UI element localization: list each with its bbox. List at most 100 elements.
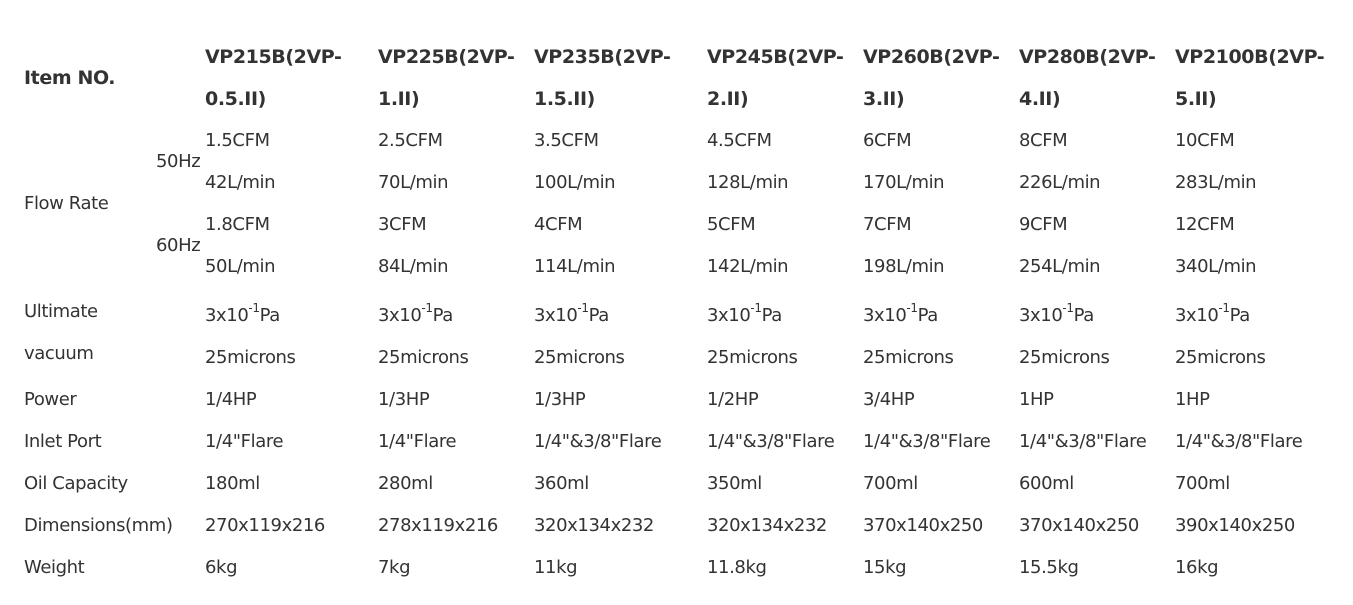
sublabel-60hz: 60Hz bbox=[156, 235, 201, 256]
vacuum-pa-part: -1 bbox=[577, 301, 589, 315]
spec-cell: 390x140x250 bbox=[1175, 515, 1295, 536]
spec-cell: 3/4HP bbox=[863, 389, 915, 410]
vacuum-microns-cell: 25microns bbox=[378, 347, 469, 368]
spec-cell: 360ml bbox=[534, 473, 589, 494]
vacuum-pa-part: 3x10 bbox=[378, 305, 422, 326]
spec-cell: 1HP bbox=[1019, 389, 1054, 410]
spec-cell: 278x119x216 bbox=[378, 515, 498, 536]
spec-cell: 15kg bbox=[863, 557, 907, 578]
flow-lmin-cell: 84L/min bbox=[378, 256, 449, 277]
spec-cell: 700ml bbox=[1175, 473, 1230, 494]
spec-cell: 1/4"&3/8"Flare bbox=[707, 431, 835, 452]
vacuum-pa-part: 3x10 bbox=[1175, 305, 1219, 326]
row-label-ultimate: Ultimate bbox=[24, 301, 98, 322]
spec-cell: 1HP bbox=[1175, 389, 1210, 410]
spec-cell: 1/3HP bbox=[534, 389, 586, 410]
vacuum-pa-part: 3x10 bbox=[205, 305, 249, 326]
flow-lmin-cell: 114L/min bbox=[534, 256, 616, 277]
vacuum-pa-part: Pa bbox=[259, 305, 281, 326]
vacuum-microns-cell: 25microns bbox=[1175, 347, 1266, 368]
header-item-no: Item NO. bbox=[24, 67, 116, 89]
flow-lmin-cell: 198L/min bbox=[863, 256, 945, 277]
flow-lmin-cell: 50L/min bbox=[205, 256, 276, 277]
row-label: Power bbox=[24, 389, 77, 410]
spec-cell: 11kg bbox=[534, 557, 578, 578]
vacuum-pa-part: Pa bbox=[1229, 305, 1251, 326]
model-name-line2: 4.II) bbox=[1019, 88, 1061, 110]
flow-lmin-cell: 100L/min bbox=[534, 172, 616, 193]
vacuum-pa-cell: 3x10-1Pa bbox=[534, 302, 610, 327]
model-name-line2: 5.II) bbox=[1175, 88, 1217, 110]
vacuum-pa-cell: 3x10-1Pa bbox=[863, 302, 939, 327]
model-name-line1: VP235B(2VP- bbox=[534, 46, 671, 68]
flow-lmin-cell: 70L/min bbox=[378, 172, 449, 193]
spec-cell: 15.5kg bbox=[1019, 557, 1079, 578]
flow-cfm-cell: 2.5CFM bbox=[378, 130, 443, 151]
spec-cell: 350ml bbox=[707, 473, 762, 494]
vacuum-pa-part: Pa bbox=[432, 305, 454, 326]
spec-cell: 280ml bbox=[378, 473, 433, 494]
flow-lmin-cell: 254L/min bbox=[1019, 256, 1101, 277]
vacuum-pa-part: -1 bbox=[906, 301, 918, 315]
row-label: Oil Capacity bbox=[24, 473, 128, 494]
spec-cell: 6kg bbox=[205, 557, 238, 578]
flow-lmin-cell: 340L/min bbox=[1175, 256, 1257, 277]
spec-cell: 1/4"Flare bbox=[205, 431, 284, 452]
vacuum-microns-cell: 25microns bbox=[863, 347, 954, 368]
vacuum-pa-part: Pa bbox=[761, 305, 783, 326]
row-label-flow-rate: Flow Rate bbox=[24, 193, 109, 214]
vacuum-microns-cell: 25microns bbox=[1019, 347, 1110, 368]
flow-cfm-cell: 6CFM bbox=[863, 130, 912, 151]
flow-cfm-cell: 4.5CFM bbox=[707, 130, 772, 151]
row-label-vacuum: vacuum bbox=[24, 343, 94, 364]
spec-cell: 270x119x216 bbox=[205, 515, 325, 536]
spec-cell: 1/4"&3/8"Flare bbox=[863, 431, 991, 452]
flow-lmin-cell: 42L/min bbox=[205, 172, 276, 193]
flow-lmin-cell: 170L/min bbox=[863, 172, 945, 193]
flow-cfm-cell: 8CFM bbox=[1019, 130, 1068, 151]
spec-cell: 7kg bbox=[378, 557, 411, 578]
spec-cell: 1/3HP bbox=[378, 389, 430, 410]
spec-cell: 370x140x250 bbox=[1019, 515, 1139, 536]
spec-cell: 11.8kg bbox=[707, 557, 767, 578]
vacuum-pa-cell: 3x10-1Pa bbox=[205, 302, 281, 327]
model-name-line2: 1.5.II) bbox=[534, 88, 595, 110]
flow-lmin-cell: 226L/min bbox=[1019, 172, 1101, 193]
vacuum-microns-cell: 25microns bbox=[534, 347, 625, 368]
flow-cfm-cell: 12CFM bbox=[1175, 214, 1235, 235]
vacuum-pa-part: Pa bbox=[588, 305, 610, 326]
vacuum-pa-part: 3x10 bbox=[707, 305, 751, 326]
flow-lmin-cell: 283L/min bbox=[1175, 172, 1257, 193]
model-name-line1: VP260B(2VP- bbox=[863, 46, 1000, 68]
flow-cfm-cell: 10CFM bbox=[1175, 130, 1235, 151]
flow-lmin-cell: 142L/min bbox=[707, 256, 789, 277]
row-label: Inlet Port bbox=[24, 431, 102, 452]
vacuum-microns-cell: 25microns bbox=[707, 347, 798, 368]
vacuum-pa-part: 3x10 bbox=[534, 305, 578, 326]
model-name-line1: VP2100B(2VP- bbox=[1175, 46, 1325, 68]
model-name-line1: VP215B(2VP- bbox=[205, 46, 342, 68]
spec-cell: 370x140x250 bbox=[863, 515, 983, 536]
spec-cell: 1/4"&3/8"Flare bbox=[1019, 431, 1147, 452]
spec-cell: 320x134x232 bbox=[534, 515, 654, 536]
model-name-line1: VP225B(2VP- bbox=[378, 46, 515, 68]
flow-cfm-cell: 3.5CFM bbox=[534, 130, 599, 151]
vacuum-pa-part: Pa bbox=[1073, 305, 1095, 326]
vacuum-pa-part: Pa bbox=[917, 305, 939, 326]
spec-cell: 320x134x232 bbox=[707, 515, 827, 536]
vacuum-pa-cell: 3x10-1Pa bbox=[1019, 302, 1095, 327]
model-name-line1: VP245B(2VP- bbox=[707, 46, 844, 68]
model-name-line2: 1.II) bbox=[378, 88, 420, 110]
vacuum-pa-cell: 3x10-1Pa bbox=[378, 302, 454, 327]
model-name-line2: 3.II) bbox=[863, 88, 905, 110]
vacuum-pa-cell: 3x10-1Pa bbox=[1175, 302, 1251, 327]
spec-cell: 700ml bbox=[863, 473, 918, 494]
flow-cfm-cell: 5CFM bbox=[707, 214, 756, 235]
row-label: Dimensions(mm) bbox=[24, 515, 173, 536]
vacuum-pa-part: -1 bbox=[1062, 301, 1074, 315]
flow-cfm-cell: 3CFM bbox=[378, 214, 427, 235]
flow-cfm-cell: 7CFM bbox=[863, 214, 912, 235]
flow-cfm-cell: 9CFM bbox=[1019, 214, 1068, 235]
vacuum-pa-part: 3x10 bbox=[1019, 305, 1063, 326]
row-label: Weight bbox=[24, 557, 85, 578]
